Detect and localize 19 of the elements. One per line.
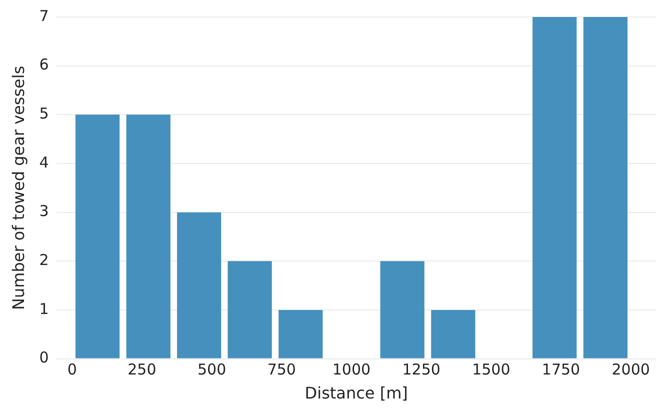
- y-tick-label: 2: [39, 251, 49, 270]
- y-tick-label: 1: [39, 300, 49, 318]
- y-axis-title: Number of towed gear vessels: [8, 66, 28, 310]
- x-tick-label: 1000: [332, 360, 371, 379]
- x-tick-label: 1250: [402, 360, 440, 379]
- x-tick-label: 500: [197, 360, 226, 379]
- y-tick-label: 4: [39, 153, 49, 172]
- y-tick-label: 0: [39, 348, 49, 367]
- y-tick-label: 5: [39, 104, 49, 123]
- x-tick-label: 1500: [472, 360, 510, 379]
- x-tick-label: 250: [128, 360, 156, 379]
- y-tick-label: 7: [39, 6, 49, 25]
- x-tick-label: 750: [267, 360, 296, 379]
- y-tick-label: 6: [39, 56, 49, 74]
- x-tick-label: 0: [67, 360, 77, 379]
- x-tick-label: 1750: [542, 360, 580, 379]
- x-axis-title: Distance [m]: [304, 384, 408, 403]
- y-tick-label: 3: [39, 202, 49, 220]
- x-tick-label: 2000: [612, 360, 650, 379]
